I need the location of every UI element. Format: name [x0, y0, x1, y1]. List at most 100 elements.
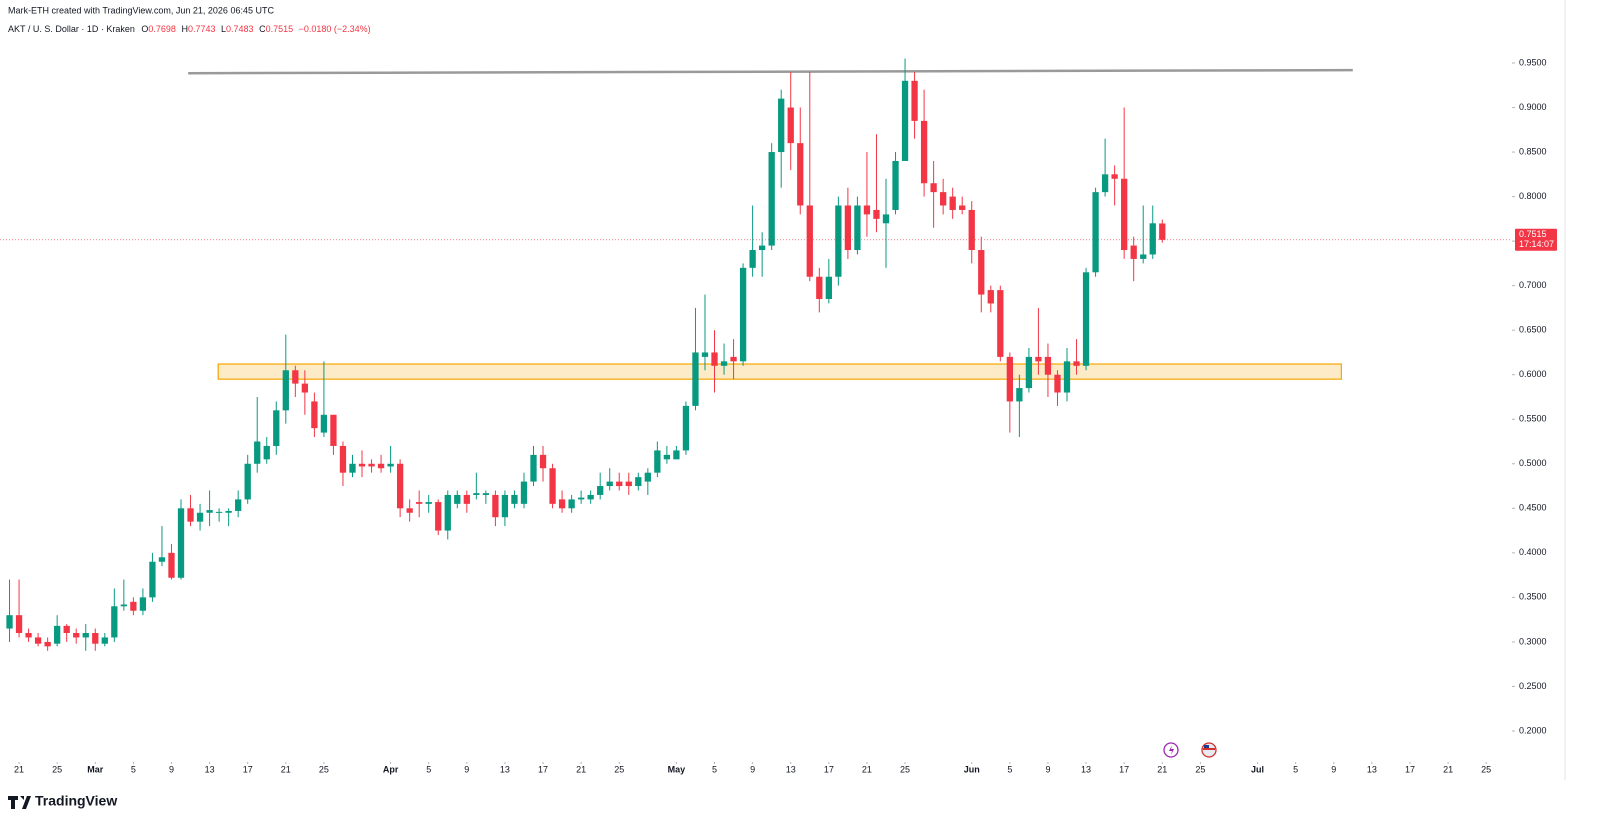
candle-body	[1063, 361, 1071, 393]
y-tick-label: 0.9000	[1519, 102, 1547, 112]
candle-body	[120, 604, 127, 607]
candle-body	[749, 250, 756, 268]
candle-body	[187, 508, 194, 522]
x-tick-label: 9	[750, 764, 755, 774]
candle-body	[463, 494, 470, 504]
candle-body	[654, 450, 661, 473]
candle-body	[444, 494, 451, 531]
candle-body	[940, 192, 947, 206]
candle-body	[82, 632, 89, 638]
x-tick-label: 5	[131, 764, 136, 774]
candle-body	[225, 510, 232, 513]
candle-body	[482, 493, 490, 495]
candle-body	[882, 214, 890, 224]
candle-body	[416, 502, 423, 504]
x-tick-label: 9	[169, 764, 174, 774]
candle-body	[215, 511, 223, 513]
x-tick-label: Jun	[964, 764, 980, 774]
open-value: 0.7698	[148, 24, 176, 34]
candle-body	[616, 481, 623, 487]
y-tick-label: 0.2500	[1519, 681, 1547, 691]
candle-body	[787, 107, 794, 144]
x-tick-label: Apr	[383, 764, 399, 774]
candle-body	[759, 245, 766, 251]
candle-body	[968, 209, 975, 251]
candle-body	[558, 499, 566, 509]
candle-body	[1006, 356, 1013, 402]
candle-body	[473, 493, 480, 495]
candle-body	[959, 205, 966, 210]
candle-body	[920, 120, 928, 184]
x-tick-label: 9	[1045, 764, 1050, 774]
candle-body	[1035, 356, 1042, 362]
candle-body	[235, 499, 242, 511]
candle-body	[101, 637, 108, 644]
candle-body	[635, 477, 642, 487]
x-tick-label: Jul	[1251, 764, 1264, 774]
candle-body	[396, 463, 404, 509]
candle-body	[34, 637, 42, 644]
x-tick-label: 9	[1331, 764, 1336, 774]
candle-body	[263, 445, 270, 460]
y-tick-label: 0.3000	[1519, 636, 1547, 646]
candle-body	[158, 557, 166, 562]
candle-body	[492, 494, 499, 518]
candle-body	[501, 494, 509, 518]
high-label: H	[181, 24, 188, 34]
candle-body	[978, 250, 985, 295]
candle-body	[1101, 174, 1109, 193]
price-tag	[1515, 228, 1557, 251]
candle-body	[92, 632, 99, 644]
price-tag-countdown: 17:14:07	[1519, 239, 1554, 249]
candle-body	[511, 494, 518, 504]
x-tick-label: 25	[1195, 764, 1205, 774]
brand-logo	[8, 796, 31, 809]
candle-body	[168, 552, 175, 578]
candle-body	[701, 352, 709, 357]
change: −0.0180 (−2.34%)	[299, 24, 371, 34]
candle-body	[911, 80, 918, 121]
x-tick-label: 5	[426, 764, 431, 774]
candle-body	[644, 472, 651, 482]
candle-body	[768, 152, 775, 246]
x-tick-label: 13	[786, 764, 796, 774]
x-tick-label: 17	[1119, 764, 1129, 774]
y-tick-label: 0.5000	[1519, 458, 1547, 468]
symbol: AKT / U. S. Dollar · 1D · Kraken	[8, 24, 135, 34]
candle-body	[406, 508, 413, 513]
x-tick-label: 13	[1081, 764, 1091, 774]
candle-body	[863, 205, 871, 215]
candle-body	[1149, 223, 1156, 255]
candle-body	[1092, 192, 1099, 273]
candle-body	[587, 494, 594, 500]
candle-body	[320, 414, 328, 433]
candle-body	[825, 276, 832, 300]
candle-body	[149, 561, 156, 598]
high-value: 0.7743	[188, 24, 216, 34]
open-label: O	[141, 24, 148, 34]
candle-body	[387, 463, 394, 467]
x-tick-label: 13	[500, 764, 510, 774]
y-tick-label: 0.4000	[1519, 547, 1547, 557]
candle-body	[539, 454, 547, 469]
candle-body	[997, 290, 1004, 357]
x-tick-label: 21	[1157, 764, 1167, 774]
x-tick-label: 21	[862, 764, 872, 774]
candle-body	[73, 632, 80, 638]
y-tick-label: 0.4500	[1519, 503, 1547, 513]
candle-body	[873, 209, 880, 219]
candle-body	[930, 183, 937, 193]
candle-body	[987, 290, 994, 304]
candle-body	[597, 486, 604, 495]
x-tick-label: 13	[205, 764, 215, 774]
candle-body	[1044, 356, 1052, 375]
x-tick-label: 25	[52, 764, 62, 774]
candle-body	[25, 632, 32, 638]
candle-body	[273, 410, 280, 446]
candle-body	[692, 352, 699, 406]
x-tick-label: 5	[712, 764, 717, 774]
candle-body	[797, 143, 804, 206]
candle-body	[682, 405, 690, 451]
